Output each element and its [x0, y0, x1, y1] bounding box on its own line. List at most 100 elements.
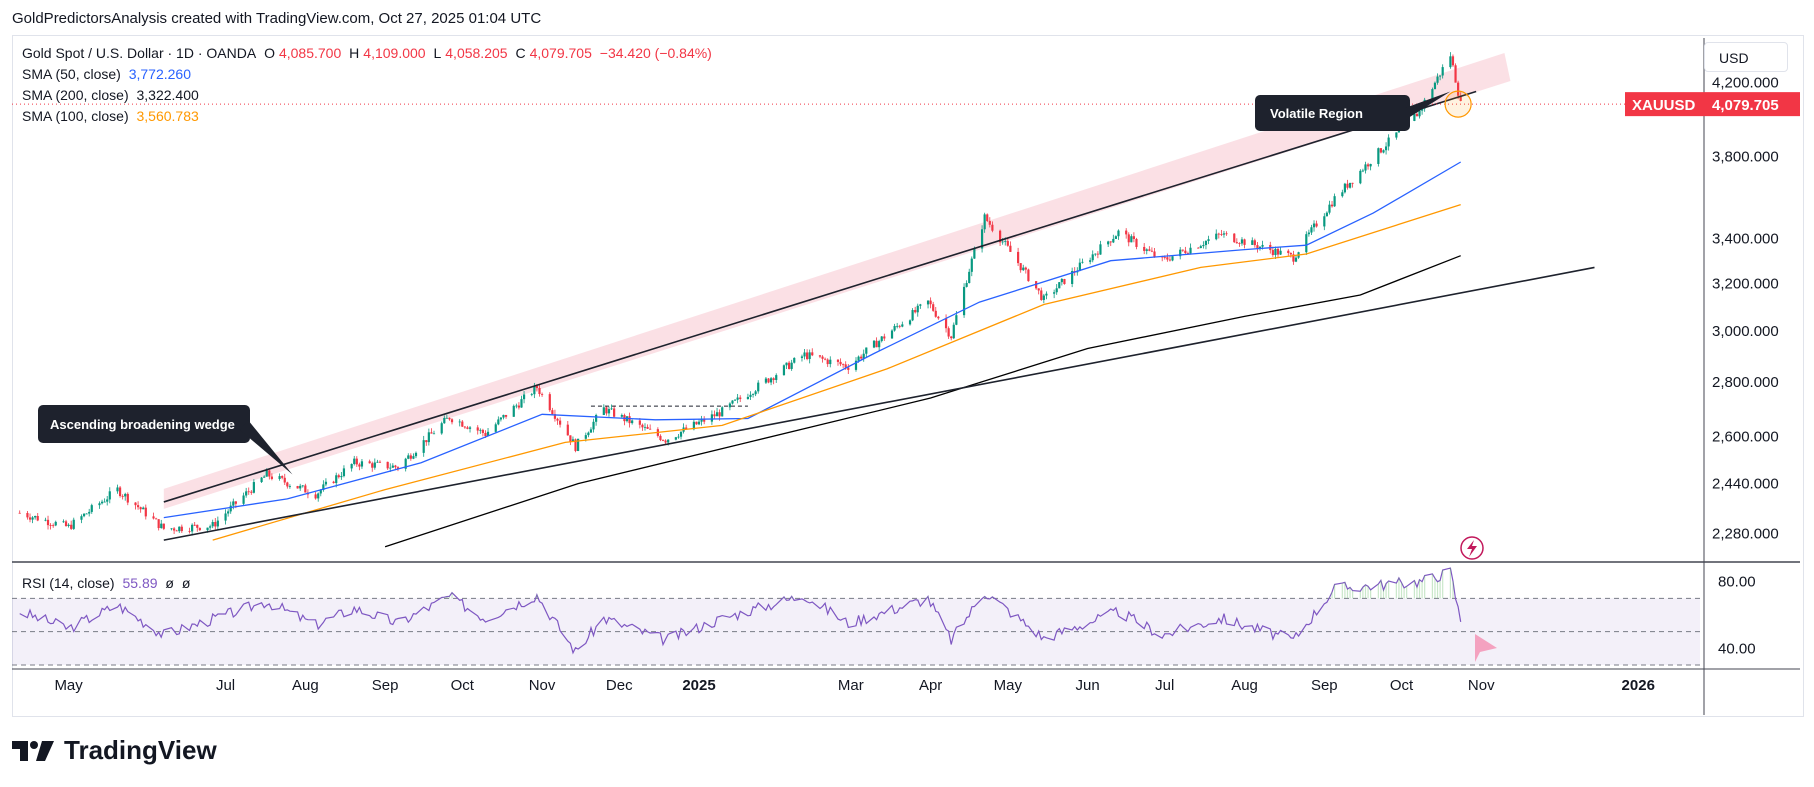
candle-body: [515, 405, 518, 407]
candle-body: [396, 467, 400, 469]
price-tick-label: 3,200.000: [1712, 275, 1779, 292]
candle: [1109, 241, 1112, 247]
candle: [301, 485, 304, 488]
candle: [839, 358, 842, 367]
candle-body: [332, 481, 335, 484]
candle: [391, 463, 394, 468]
candle-body: [703, 419, 706, 422]
candle-body: [1415, 113, 1419, 117]
candle: [548, 392, 551, 412]
candle: [1150, 247, 1154, 253]
candle-body: [1348, 182, 1352, 188]
candle: [697, 418, 701, 426]
candle-body: [1222, 233, 1226, 235]
candle-body: [883, 336, 886, 339]
candle: [1168, 255, 1172, 262]
candle-body: [718, 412, 721, 417]
candle: [209, 524, 212, 531]
candle-body: [998, 230, 1002, 243]
candle-body: [988, 221, 991, 225]
candle: [72, 517, 75, 530]
candle-body: [1454, 65, 1457, 83]
candle: [1449, 52, 1452, 69]
rsi-tick-label: 80.00: [1718, 574, 1756, 591]
candle-body: [1351, 182, 1354, 184]
candle: [1395, 132, 1398, 140]
candle-body: [1215, 233, 1218, 240]
candle-body: [1220, 234, 1223, 235]
candle-body: [44, 519, 47, 521]
candle: [1199, 244, 1202, 249]
candle-body: [49, 525, 52, 526]
candle: [589, 427, 593, 433]
candle-body: [733, 399, 737, 401]
candle: [1279, 246, 1282, 255]
candle: [569, 435, 572, 446]
candle: [551, 407, 554, 416]
candle-body: [468, 427, 472, 429]
candle-body: [389, 467, 392, 469]
candle: [170, 528, 173, 531]
candle: [188, 527, 191, 534]
candle: [556, 417, 559, 425]
candle-body: [695, 421, 698, 425]
candle-body: [425, 440, 428, 443]
candle-body: [1225, 233, 1228, 235]
price-tag-value: 4,079.705: [1712, 97, 1779, 114]
candle-body: [1271, 250, 1274, 256]
candle: [1271, 246, 1274, 257]
candle: [317, 492, 320, 502]
candle-body: [638, 420, 641, 425]
candle-body: [476, 427, 479, 431]
candle-body: [242, 495, 245, 504]
rsi-label: RSI (14, close): [22, 575, 115, 591]
candle-body: [62, 521, 65, 523]
candle-body: [839, 361, 842, 365]
candle-body: [1207, 239, 1210, 241]
candle: [1294, 254, 1298, 263]
candle: [908, 319, 912, 326]
candle: [1333, 193, 1336, 207]
candle-body: [497, 419, 500, 425]
candle: [793, 357, 796, 364]
candle: [281, 475, 284, 480]
candle-body: [836, 359, 840, 362]
candle-body: [952, 324, 955, 339]
time-tick-label: Apr: [919, 677, 942, 694]
candle: [1292, 250, 1295, 265]
candle: [540, 392, 544, 397]
candle: [252, 479, 255, 494]
price-tag-bg: [1625, 92, 1800, 117]
candle-body: [106, 499, 109, 502]
candle: [368, 459, 371, 464]
candle: [1253, 238, 1256, 248]
candle-body: [556, 418, 559, 421]
candle: [1377, 147, 1380, 167]
candle-body: [121, 495, 124, 497]
candle: [31, 516, 34, 524]
candle: [100, 499, 104, 505]
currency-button[interactable]: USD: [1704, 42, 1788, 72]
candle: [1127, 232, 1130, 247]
candle: [214, 518, 217, 530]
candle-body: [1258, 246, 1262, 249]
candle-body: [191, 524, 194, 532]
candle-body: [937, 316, 940, 319]
candle-body: [139, 507, 142, 510]
candle: [1045, 291, 1048, 300]
candle: [659, 434, 662, 442]
candle: [36, 513, 39, 522]
candle: [198, 527, 201, 531]
candle-body: [1150, 250, 1154, 252]
candle: [371, 461, 374, 472]
candle-body: [46, 519, 50, 526]
candle-body: [1045, 293, 1048, 296]
candle-body: [358, 464, 361, 467]
candle-body: [1261, 244, 1264, 247]
tradingview-logo[interactable]: TradingView: [12, 735, 217, 766]
candle-body: [1413, 113, 1416, 121]
candle-body: [175, 530, 178, 532]
candle: [152, 512, 155, 520]
candle-body: [1071, 270, 1074, 284]
